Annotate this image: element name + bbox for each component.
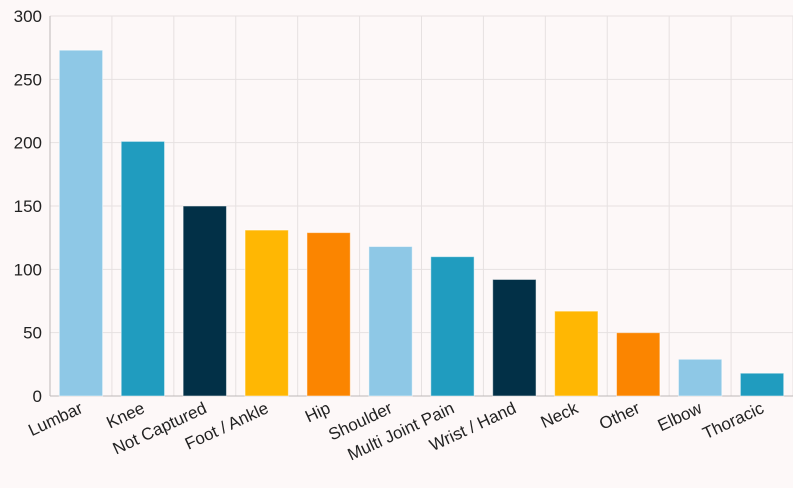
y-tick-label: 50 (23, 324, 42, 343)
y-tick-label: 150 (14, 197, 42, 216)
x-tick-label: Other (596, 398, 643, 433)
bar (306, 232, 351, 397)
y-axis-ticks: 0 50 100 150 200 250 300 (14, 7, 42, 406)
x-tick-label: Thoracic (700, 398, 768, 443)
bar (739, 372, 785, 397)
x-tick-label: Neck (538, 398, 582, 432)
bar (58, 49, 104, 397)
x-tick-label: Hip (302, 398, 333, 426)
bar (492, 278, 537, 397)
bar (430, 256, 475, 397)
bar (554, 310, 599, 397)
y-tick-label: 0 (33, 387, 42, 406)
y-tick-label: 100 (14, 260, 42, 279)
bar-layer (58, 49, 785, 397)
bar (616, 332, 661, 397)
y-tick-label: 200 (14, 134, 42, 153)
bar (368, 246, 413, 397)
bar (677, 358, 723, 397)
grid-layer (49, 15, 793, 397)
y-tick-label: 300 (14, 7, 42, 26)
bar (120, 140, 166, 397)
x-tick-label: Elbow (655, 398, 706, 435)
bar (182, 205, 227, 397)
y-tick-label: 250 (14, 70, 42, 89)
bar (244, 229, 289, 397)
